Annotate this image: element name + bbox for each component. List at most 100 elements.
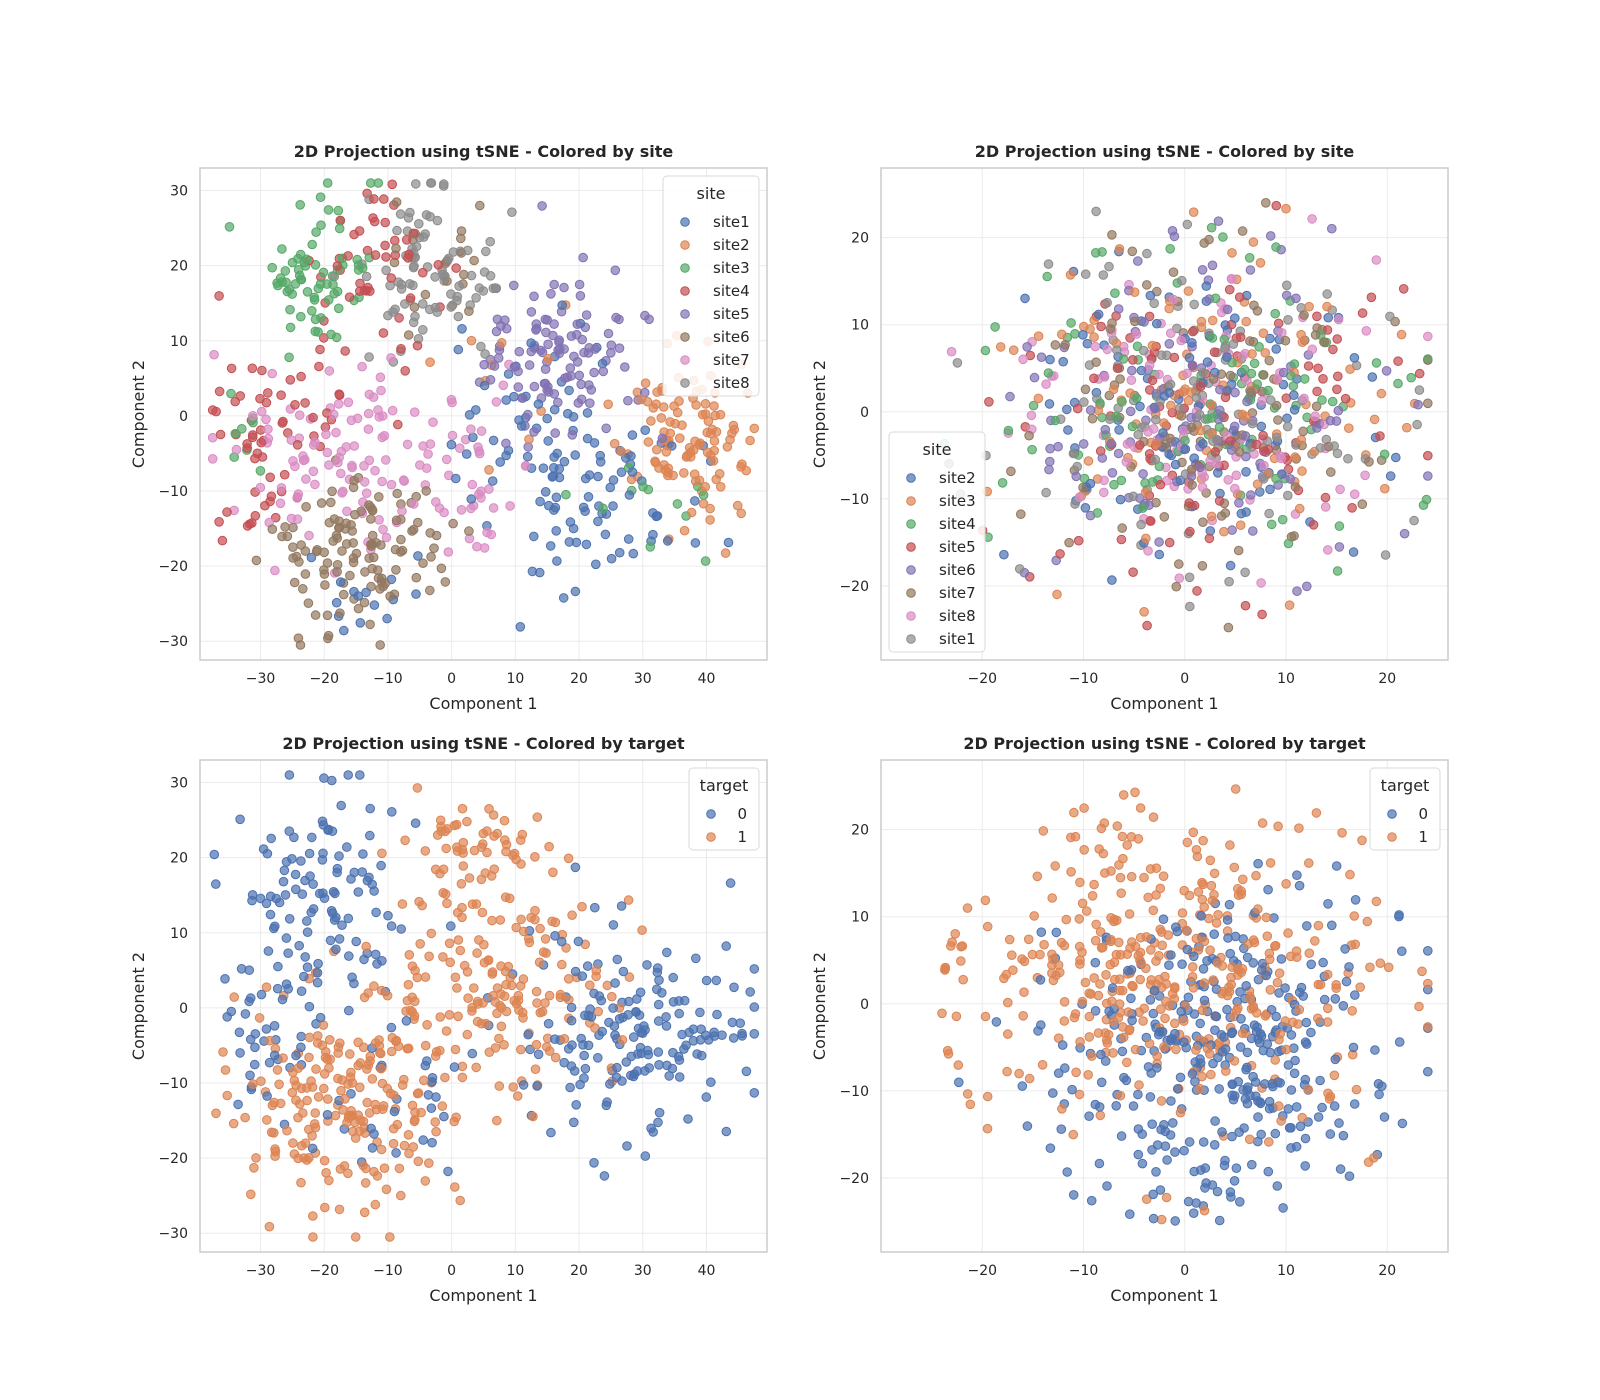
point-site-site7 <box>321 429 331 440</box>
point-target-1 <box>1161 1192 1172 1203</box>
point-target-0 <box>1394 1037 1405 1047</box>
point-target-1 <box>412 1088 423 1099</box>
point-target-0 <box>677 1029 687 1040</box>
x-tick-label: 20 <box>1378 1263 1396 1279</box>
point-target-1 <box>295 1099 305 1109</box>
y-tick-label: 20 <box>170 259 188 275</box>
point-target-1 <box>420 972 431 982</box>
point-site-site6 <box>1139 317 1149 327</box>
point-site-site6 <box>1285 474 1296 484</box>
point-site-site7 <box>334 399 344 409</box>
point-site-site4 <box>1271 242 1281 252</box>
point-target-0 <box>1338 1130 1349 1141</box>
x-tick-label: 10 <box>506 671 524 687</box>
point-target-1 <box>1141 1194 1152 1204</box>
point-site-site6 <box>1133 256 1143 266</box>
point-site-site8 <box>1277 328 1287 338</box>
x-tick-label: −10 <box>1069 1263 1099 1279</box>
point-target-1 <box>396 1190 406 1201</box>
legend-marker <box>906 611 916 621</box>
point-site-site5 <box>1055 549 1065 559</box>
point-target-1 <box>1048 954 1058 965</box>
point-target-0 <box>1274 988 1284 998</box>
point-site-site1 <box>557 300 568 311</box>
point-site-site5 <box>1259 446 1269 457</box>
point-target-1 <box>1087 891 1098 901</box>
x-tick-label: 40 <box>698 1263 716 1279</box>
point-target-0 <box>1315 1075 1325 1086</box>
point-target-1 <box>500 966 511 977</box>
point-site-site1 <box>608 501 618 511</box>
point-target-1 <box>534 957 545 968</box>
point-site-site8 <box>1166 328 1176 339</box>
point-target-0 <box>566 1015 577 1026</box>
point-site-site1 <box>1220 343 1230 354</box>
point-site-site2 <box>732 500 743 511</box>
point-target-0 <box>1242 952 1253 963</box>
point-target-1 <box>399 1074 409 1085</box>
point-target-1 <box>1188 983 1199 993</box>
point-site-site6 <box>1029 372 1040 383</box>
point-site-site7 <box>1107 318 1117 328</box>
point-target-1 <box>375 1048 386 1059</box>
point-target-0 <box>1045 1143 1056 1153</box>
point-target-1 <box>1281 879 1291 889</box>
point-site-site5 <box>513 382 524 392</box>
point-target-0 <box>653 999 664 1010</box>
point-site-site3 <box>299 257 310 268</box>
point-site-site4 <box>1334 521 1345 531</box>
point-site-site5 <box>1142 620 1152 631</box>
point-site-site5 <box>1240 600 1251 611</box>
point-target-0 <box>1094 1102 1105 1112</box>
point-site-site6 <box>1413 399 1423 410</box>
point-target-0 <box>1348 1042 1359 1053</box>
point-target-1 <box>496 989 506 999</box>
point-site-site8 <box>364 352 374 362</box>
point-target-0 <box>443 1166 453 1177</box>
point-target-1 <box>1050 861 1060 871</box>
point-site-site3 <box>1151 438 1161 449</box>
point-site-site6 <box>391 197 402 207</box>
point-site-site4 <box>405 293 416 303</box>
plot-frame <box>880 167 1449 661</box>
point-target-0 <box>1090 957 1101 968</box>
point-site-site7 <box>346 415 357 426</box>
point-target-0 <box>695 1007 705 1018</box>
point-site-site7 <box>1234 447 1245 457</box>
point-site-site8 <box>1320 502 1331 512</box>
point-site-site4 <box>226 363 237 374</box>
point-site-site5 <box>606 348 616 358</box>
point-target-0 <box>1254 1037 1265 1048</box>
point-target-1 <box>355 1082 365 1093</box>
point-target-0 <box>325 935 336 946</box>
point-site-site8 <box>1099 475 1109 486</box>
point-target-1 <box>1191 845 1202 855</box>
point-target-1 <box>499 815 510 826</box>
point-target-1 <box>528 1111 538 1122</box>
point-site-site2 <box>484 465 494 475</box>
point-target-1 <box>477 907 488 918</box>
point-target-1 <box>339 1161 350 1171</box>
point-site-site6 <box>426 552 436 562</box>
point-site-site3 <box>1183 286 1194 296</box>
point-site-site4 <box>1042 271 1052 282</box>
point-site-site4 <box>1003 425 1014 436</box>
point-target-1 <box>1222 990 1233 1001</box>
point-site-site1 <box>533 399 544 409</box>
point-site-site3 <box>1052 589 1062 600</box>
point-site-site6 <box>1097 453 1108 463</box>
point-target-1 <box>362 1064 372 1074</box>
point-target-1 <box>1294 1004 1305 1015</box>
point-target-1 <box>1098 942 1108 953</box>
point-site-site3 <box>1344 423 1354 434</box>
point-target-1 <box>531 986 542 997</box>
point-target-0 <box>1017 1081 1028 1091</box>
point-site-site7 <box>308 466 319 477</box>
point-site-site1 <box>595 450 606 461</box>
point-site-site8 <box>1299 393 1309 404</box>
point-target-1 <box>1135 947 1146 958</box>
point-site-site5 <box>509 280 519 291</box>
point-target-1 <box>457 912 467 923</box>
point-target-1 <box>499 1040 509 1050</box>
point-target-1 <box>1187 972 1198 982</box>
